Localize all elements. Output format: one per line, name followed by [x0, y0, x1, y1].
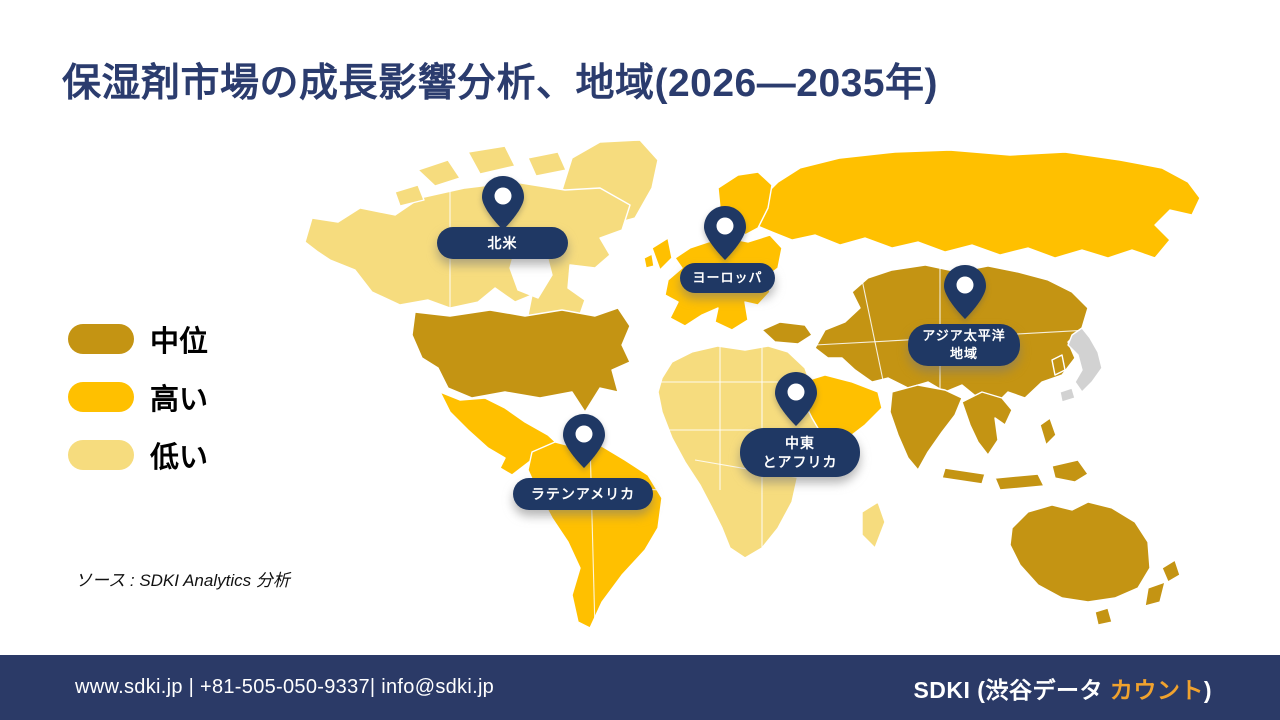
- region-tasmania: [1094, 607, 1113, 626]
- pin-hole: [956, 276, 974, 294]
- region-japan: [1059, 387, 1076, 403]
- region-new-zealand: [1144, 581, 1166, 607]
- footer-bar: www.sdki.jp | +81-505-050-9337| info@sdk…: [0, 655, 1280, 720]
- brand-suffix: ): [1203, 676, 1212, 703]
- region-usa: [411, 307, 631, 413]
- legend-swatch-low: [68, 440, 134, 470]
- source-note: ソース : SDKI Analytics 分析: [75, 571, 290, 590]
- pin-hole: [494, 187, 512, 205]
- region-new-guinea: [1051, 459, 1089, 483]
- legend-swatch-medium: [68, 324, 134, 354]
- legend-label-low: 低い: [150, 442, 209, 474]
- region-india: [889, 384, 963, 471]
- map-pin-asia-pacific: [943, 264, 987, 320]
- arctic-island: [417, 159, 461, 187]
- legend-swatch-high: [68, 382, 134, 412]
- brand-prefix: SDKI (渋谷データ: [913, 676, 1110, 703]
- region-new-zealand: [1161, 559, 1181, 583]
- legend-item-high: 高い: [68, 376, 208, 418]
- region-australia: [1009, 501, 1151, 603]
- region-label-latin-america: ラテンアメリカ: [513, 478, 653, 510]
- region-japan: [1067, 327, 1103, 393]
- region-turkey: [761, 321, 813, 345]
- footer-contact: www.sdki.jp | +81-505-050-9337| info@sdk…: [75, 676, 495, 698]
- arctic-island: [394, 184, 425, 207]
- region-label-text: ラテンアメリカ: [530, 485, 636, 502]
- arctic-island: [527, 151, 567, 177]
- region-philippines: [1039, 417, 1057, 446]
- pin-hole: [787, 383, 805, 401]
- arctic-island: [467, 145, 516, 175]
- region-uk: [651, 237, 673, 271]
- region-south-america: [527, 441, 663, 629]
- legend-label-high: 高い: [150, 384, 209, 416]
- region-korea: [1051, 354, 1066, 376]
- region-label-middle-east-africa: 中東 とアフリカ: [740, 428, 860, 477]
- region-se-asia: [961, 391, 1013, 456]
- legend-item-low: 低い: [68, 434, 208, 476]
- region-label-text: ヨーロッパ: [692, 270, 763, 286]
- map-pin-middle-east-africa: [774, 371, 818, 427]
- brand-accent: カウント: [1109, 676, 1204, 703]
- region-indonesia: [994, 473, 1045, 491]
- pin-hole: [716, 217, 734, 235]
- region-label-text: 中東: [785, 434, 815, 451]
- legend: 中位 高い 低い: [68, 318, 208, 492]
- region-label-text: 地域: [949, 346, 978, 361]
- map-pin-latin-america: [562, 413, 606, 469]
- region-label-text: 北米: [487, 234, 518, 251]
- pin-hole: [575, 425, 593, 443]
- footer-brand: SDKI (渋谷データ カウント): [913, 671, 1212, 705]
- legend-label-medium: 中位: [150, 326, 209, 358]
- map-pin-north-america: [481, 175, 525, 231]
- region-indonesia: [941, 467, 986, 485]
- region-label-north-america: 北米: [437, 227, 568, 259]
- region-label-asia-pacific: アジア太平洋 地域: [908, 324, 1020, 366]
- legend-item-medium: 中位: [68, 318, 208, 360]
- map-pin-europe: [703, 205, 747, 261]
- region-label-europe: ヨーロッパ: [680, 263, 775, 293]
- region-ireland: [643, 253, 655, 269]
- region-label-text: アジア太平洋: [922, 328, 1006, 344]
- region-madagascar: [861, 501, 886, 549]
- region-russia: [754, 149, 1201, 259]
- page-title: 保湿剤市場の成長影響分析、地域(2026—2035年): [62, 62, 938, 105]
- region-label-text: とアフリカ: [762, 453, 838, 470]
